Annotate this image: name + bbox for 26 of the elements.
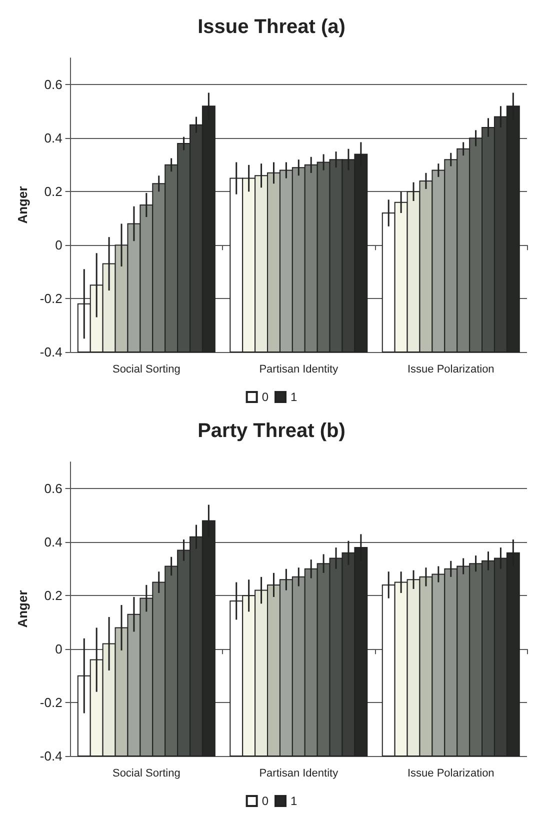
y-axis-title: Anger [15, 590, 30, 628]
legend-label: 0 [262, 794, 269, 808]
y-tick-label: -0.4 [40, 748, 62, 764]
legend-label: 1 [290, 794, 298, 808]
y-tick-label: 0.2 [44, 184, 62, 200]
x-tick-label: Issue Polarization [407, 768, 494, 780]
y-tick-label: -0.4 [40, 344, 62, 360]
y-tick-label: 0.6 [44, 481, 62, 496]
x-tick-label: Social Sorting [112, 364, 180, 376]
x-tick-label: Issue Polarization [407, 364, 494, 376]
x-tick-label: Partisan Identity [259, 768, 339, 780]
y-tick-label: -0.2 [40, 291, 62, 306]
legend-label: 0 [262, 390, 269, 404]
chart-title: Party Threat (b) [198, 420, 346, 442]
legend-label: 1 [290, 390, 298, 404]
x-tick-label: Partisan Identity [259, 364, 339, 376]
y-tick-label: 0.4 [44, 534, 62, 550]
y-axis-title: Anger [15, 186, 30, 224]
y-tick-label: 0.2 [44, 588, 62, 604]
chart-title: Issue Threat (a) [198, 16, 346, 38]
y-tick-label: 0 [55, 238, 62, 253]
x-tick-label: Social Sorting [112, 768, 180, 780]
y-tick-label: 0 [55, 642, 62, 657]
y-tick-label: 0.4 [44, 130, 62, 146]
y-tick-label: 0.6 [44, 77, 62, 92]
y-tick-label: -0.2 [40, 695, 62, 710]
